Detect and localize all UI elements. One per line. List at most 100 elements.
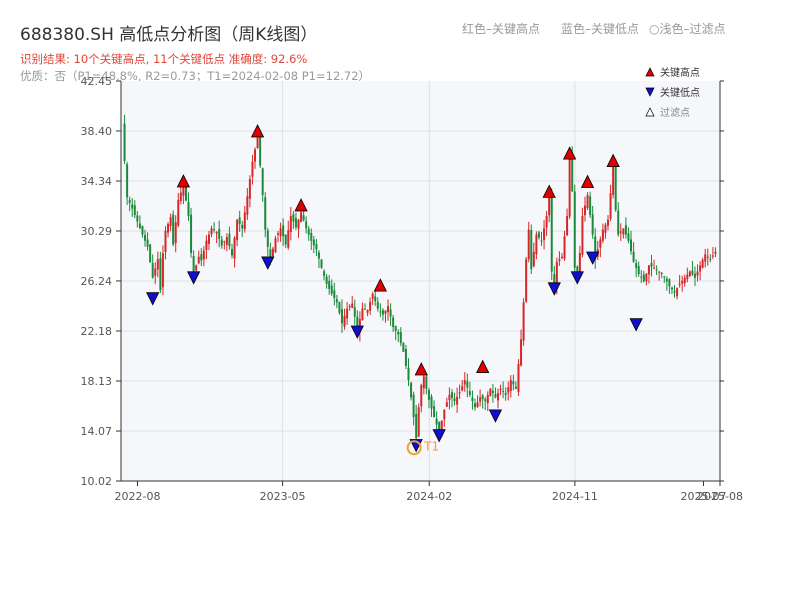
candle-body — [612, 166, 615, 195]
candle-body — [128, 199, 131, 204]
candle-body — [205, 240, 208, 250]
candle-body — [190, 214, 193, 254]
candle-body — [645, 273, 648, 282]
y-tick-label: 14.07 — [81, 425, 113, 438]
candle-body — [156, 259, 159, 270]
candle-body — [545, 216, 548, 228]
y-tick-label: 30.29 — [81, 225, 113, 238]
candle-body — [161, 253, 164, 288]
candle-body — [333, 290, 336, 299]
y-tick-label: 42.45 — [81, 75, 113, 88]
candle-body — [553, 274, 556, 287]
candle-body — [236, 219, 239, 241]
legend-marker-0 — [645, 67, 655, 77]
candle-body — [481, 395, 484, 400]
candle-body — [699, 265, 702, 272]
candle-body — [543, 228, 546, 241]
candle-body — [243, 212, 246, 230]
candle-body — [164, 230, 167, 253]
candle-body — [340, 309, 343, 324]
candle-body — [650, 263, 653, 267]
candle-body — [578, 253, 581, 272]
legend-red-text: 红色–关键高点 — [462, 22, 541, 36]
candle-body — [468, 391, 471, 395]
candle-body — [550, 194, 553, 272]
candle-body — [706, 256, 709, 258]
candle-body — [453, 398, 456, 402]
key-high-marker — [580, 174, 595, 188]
y-tick-label: 18.13 — [81, 375, 113, 388]
candle-body — [445, 402, 448, 407]
candle-body — [497, 393, 500, 401]
candle-body — [471, 397, 474, 402]
candle-body — [123, 123, 126, 162]
candle-body — [381, 310, 384, 315]
chart-title: 688380.SH 高低点分析图（周K线图） — [20, 25, 318, 45]
key-low-marker — [547, 282, 561, 296]
candle-body — [525, 259, 528, 302]
candle-body — [711, 255, 714, 257]
candle-body — [192, 256, 195, 275]
candle-body — [335, 299, 338, 303]
candle-body — [312, 239, 315, 246]
candle-body — [348, 306, 351, 308]
candle-body — [415, 413, 418, 439]
candle-body — [151, 262, 154, 278]
x-tick-label: 2022-08 — [114, 490, 160, 503]
candle-body — [149, 244, 152, 263]
candle-body — [233, 237, 236, 259]
candle-body — [417, 407, 420, 437]
candle-body — [371, 293, 374, 299]
candle-body — [530, 229, 533, 270]
candle-body — [660, 272, 663, 275]
candle-body — [200, 254, 203, 261]
candle-body — [655, 269, 658, 271]
candle-body — [394, 325, 397, 331]
candle-body — [330, 285, 333, 294]
candle-body — [619, 231, 622, 233]
candle-body — [540, 240, 543, 242]
candle-body — [246, 196, 249, 215]
candle-body — [159, 258, 162, 291]
candle-body — [251, 161, 254, 177]
candle-body — [704, 254, 707, 262]
candle-body — [307, 228, 310, 235]
candle-body — [259, 135, 262, 166]
candle-body — [256, 137, 259, 148]
candle-body — [440, 420, 443, 430]
candle-body — [630, 239, 633, 252]
candle-body — [302, 215, 305, 221]
candle-body — [223, 241, 226, 243]
candle-body — [586, 195, 589, 209]
candle-body — [691, 270, 694, 275]
candle-body — [494, 394, 497, 398]
candle-body — [427, 389, 430, 400]
candle-body — [317, 252, 320, 259]
candle-body — [366, 309, 369, 313]
candle-body — [389, 309, 392, 317]
candle-body — [420, 385, 423, 407]
candle-body — [581, 216, 584, 255]
candle-body — [573, 191, 576, 268]
legend-label-0: 关键高点 — [660, 66, 700, 79]
candle-body — [141, 226, 144, 235]
legend-label-1: 关键低点 — [660, 86, 700, 99]
key-high-marker — [414, 362, 428, 376]
candle-body — [241, 224, 244, 229]
candle-body — [284, 234, 287, 245]
candle-body — [374, 296, 377, 302]
candle-body — [238, 217, 241, 225]
candle-body — [364, 308, 367, 310]
candle-body — [709, 258, 712, 260]
candle-body — [430, 396, 433, 409]
candle-body — [686, 274, 689, 280]
y-tick-label: 22.18 — [81, 325, 113, 338]
candle-body — [670, 287, 673, 290]
candle-body — [207, 234, 210, 244]
candle-body — [622, 228, 625, 235]
candle-body — [617, 210, 620, 235]
key-high-marker — [562, 146, 577, 160]
candle-body — [213, 229, 216, 231]
candle-body — [325, 276, 328, 284]
